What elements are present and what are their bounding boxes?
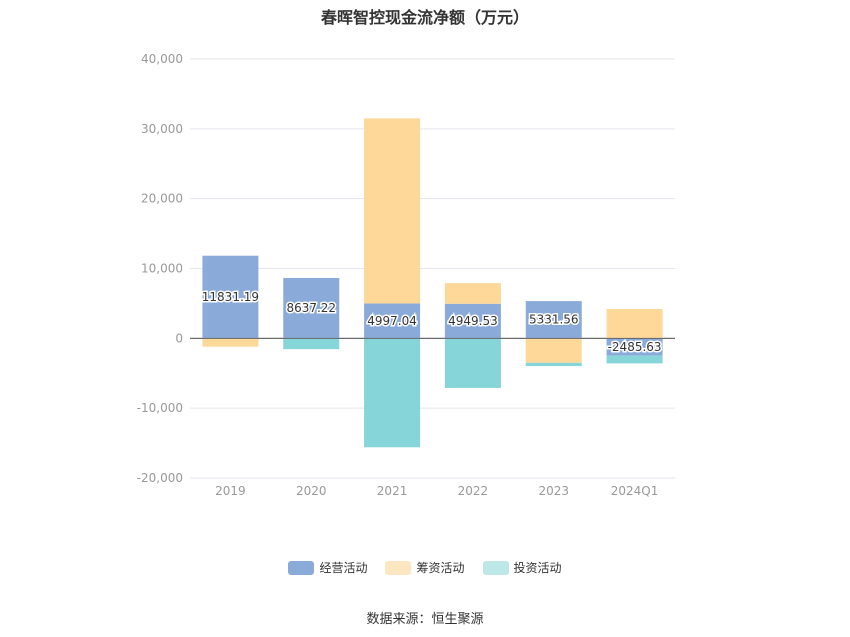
y-tick-label: 10,000 xyxy=(141,262,183,276)
bar-筹资活动-2023 xyxy=(525,338,582,363)
bar-筹资活动-2019 xyxy=(202,338,259,347)
x-tick-label: 2020 xyxy=(296,484,327,498)
x-tick-label: 2019 xyxy=(215,484,246,498)
chart-title: 春晖智控现金流净额（万元） xyxy=(320,8,529,27)
y-tick-label: 20,000 xyxy=(141,192,183,206)
y-tick-label: 40,000 xyxy=(141,52,183,66)
y-tick-label: 0 xyxy=(175,331,183,345)
bar-经营活动-2020 xyxy=(283,278,340,339)
legend-item[interactable]: 筹资活动 xyxy=(385,559,465,576)
legend-label: 投资活动 xyxy=(513,561,562,575)
x-tick-label: 2021 xyxy=(377,484,408,498)
x-tick-label: 2024Q1 xyxy=(611,484,659,498)
bar-筹资活动-2024Q1 xyxy=(606,309,663,339)
data-label: 4997.04 xyxy=(367,314,417,328)
bar-投资活动-2022 xyxy=(444,338,501,388)
bar-经营活动-2024Q1 xyxy=(606,338,663,356)
bar-经营活动-2019 xyxy=(202,255,259,339)
bar-投资活动-2021 xyxy=(364,338,421,448)
data-label: -2485.63 xyxy=(608,340,662,354)
data-label: 4949.53 xyxy=(448,314,498,328)
data-label: 5331.56 xyxy=(529,313,579,327)
legend-item[interactable]: 投资活动 xyxy=(482,559,562,576)
bar-投资活动-2024Q1 xyxy=(606,355,663,364)
bar-筹资活动-2021 xyxy=(364,118,421,304)
y-tick-label: 30,000 xyxy=(141,122,183,136)
y-tick-label: -20,000 xyxy=(137,471,183,485)
x-tick-label: 2022 xyxy=(458,484,489,498)
y-tick-label: -10,000 xyxy=(137,401,183,415)
legend-item[interactable]: 经营活动 xyxy=(288,559,367,576)
x-tick-label: 2023 xyxy=(538,484,569,498)
legend-swatch xyxy=(288,560,315,575)
bar-投资活动-2023 xyxy=(525,362,582,367)
bar-经营活动-2023 xyxy=(525,301,582,339)
legend-swatch xyxy=(385,560,412,575)
bar-经营活动-2022 xyxy=(444,303,501,339)
data-label: 11831.19 xyxy=(202,290,259,304)
data-label: 8637.22 xyxy=(286,301,336,315)
bar-经营活动-2021 xyxy=(364,303,421,339)
legend-label: 经营活动 xyxy=(319,561,368,575)
legend-label: 筹资活动 xyxy=(416,561,465,575)
legend-swatch xyxy=(482,560,509,575)
legend: 经营活动 筹资活动 投资活动 xyxy=(0,559,850,576)
bar-筹资活动-2022 xyxy=(444,283,501,304)
bar-投资活动-2020 xyxy=(283,338,340,350)
data-source: 数据来源：恒生聚源 xyxy=(366,612,484,627)
